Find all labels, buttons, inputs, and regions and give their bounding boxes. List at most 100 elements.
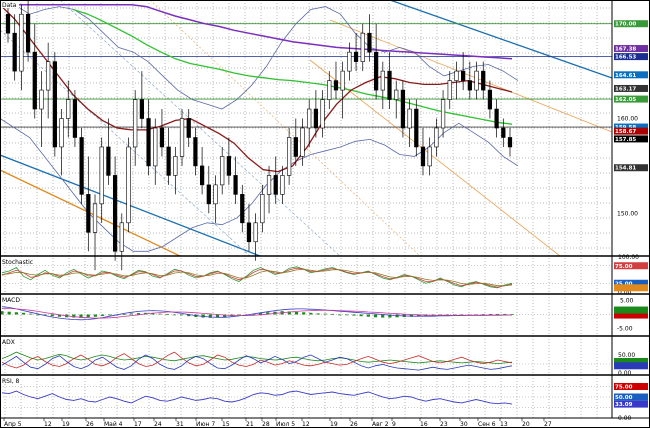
histogram-bar xyxy=(122,313,126,315)
histogram-bar xyxy=(158,313,162,315)
series-line xyxy=(1,268,513,287)
trend-line xyxy=(329,19,613,133)
histogram-bar xyxy=(0,311,4,315)
candle-body xyxy=(300,127,305,157)
histogram-bar xyxy=(208,314,212,318)
gridlines xyxy=(0,0,612,418)
histogram-bar xyxy=(488,313,493,315)
candle-body xyxy=(99,146,104,205)
series-line xyxy=(1,267,513,288)
candle-body xyxy=(434,127,439,148)
candle-body xyxy=(233,175,238,195)
value-label-box xyxy=(614,306,648,314)
candle-body xyxy=(420,146,426,167)
value-label-box xyxy=(614,357,648,365)
value-label-box xyxy=(614,362,648,370)
price-label-box xyxy=(614,71,648,79)
price-label: 162.05 xyxy=(615,97,636,103)
candle-body xyxy=(92,203,98,233)
candle-body xyxy=(112,175,118,252)
price-label: 157.85 xyxy=(615,137,636,143)
histogram-bar xyxy=(302,312,306,315)
candle-body xyxy=(166,146,171,176)
trend-line xyxy=(59,0,341,257)
histogram-bar xyxy=(330,313,335,315)
panel-title-bg xyxy=(1,377,31,384)
x-tick-label: 19 xyxy=(62,421,70,428)
histogram-bar xyxy=(409,314,414,317)
histogram-bar xyxy=(108,314,112,316)
histogram-bar xyxy=(258,313,263,315)
value-label-box xyxy=(614,311,648,319)
candle-body xyxy=(199,165,205,186)
candle-body xyxy=(387,70,392,100)
data-panel: Data 150.00 160.00 170.00 167.38 166.53 164.61… xyxy=(0,0,648,271)
x-tick-label: Авг 2 xyxy=(372,421,389,428)
candle-body xyxy=(347,51,352,72)
candle-body xyxy=(153,127,158,167)
candle-body xyxy=(66,99,71,119)
candle-body xyxy=(139,99,144,119)
candle-body xyxy=(5,13,11,34)
candle-body xyxy=(32,51,37,110)
histogram-bar xyxy=(359,314,363,317)
price-label-box xyxy=(614,84,648,92)
level-label-box xyxy=(614,262,648,270)
x-tick-label: 26 xyxy=(350,421,358,428)
candle-body xyxy=(266,175,272,195)
candle-body xyxy=(307,108,312,129)
histogram-bar xyxy=(50,314,54,317)
macd-line xyxy=(1,306,512,321)
price-label: 170.00 xyxy=(615,22,636,28)
candle-body xyxy=(133,99,138,148)
histogram-bar xyxy=(510,314,514,316)
histogram-bar xyxy=(86,314,90,318)
candle-body xyxy=(394,89,399,100)
level-label: 33.09 xyxy=(615,402,633,408)
candle-body xyxy=(280,175,285,195)
candle-body xyxy=(407,108,412,129)
x-tick-label: Июн 7 xyxy=(196,421,215,428)
candle-body xyxy=(179,118,185,157)
histogram-bar xyxy=(294,311,299,315)
candle-body xyxy=(454,70,459,81)
x-tick-label: 13 xyxy=(500,421,508,428)
histogram-bar xyxy=(309,312,313,315)
x-tick-label: 16 xyxy=(420,421,428,428)
level-label: 75.00 xyxy=(615,264,633,270)
histogram-bar xyxy=(151,313,155,315)
candle-body xyxy=(86,194,91,233)
histogram-bar xyxy=(187,314,191,317)
level-label: 100.00 xyxy=(618,254,639,261)
candle-body xyxy=(226,156,231,176)
price-label: 164.61 xyxy=(615,73,636,79)
candle-body xyxy=(374,51,379,91)
value-label-box xyxy=(614,284,648,292)
panel-title-bg xyxy=(1,1,19,8)
panel-title: MACD xyxy=(2,297,20,304)
price-label-box xyxy=(614,127,648,135)
signal-line xyxy=(2,308,512,319)
histogram-bar xyxy=(381,314,385,318)
histogram-bar xyxy=(481,314,485,316)
panel-title: RSI, 8 xyxy=(2,378,20,385)
histogram-bar xyxy=(179,314,184,316)
level-label: 25.00 xyxy=(615,281,633,287)
candle-body xyxy=(12,32,17,72)
price-label-box xyxy=(614,45,648,53)
level-label-box xyxy=(614,279,648,287)
level-label: -5.00 xyxy=(617,325,633,332)
histogram-bar xyxy=(388,314,392,318)
x-tick-label: 12 xyxy=(44,421,52,428)
histogram-bar xyxy=(373,314,378,318)
level-label: 0.00 xyxy=(618,370,632,377)
candle-body xyxy=(240,194,245,224)
candle-body xyxy=(507,137,513,148)
x-tick-label: 15 xyxy=(222,421,230,428)
x-tick-label: 20 xyxy=(522,421,530,428)
candle-body xyxy=(72,99,78,138)
price-label: 166.53 xyxy=(615,55,636,61)
candle-body xyxy=(146,118,151,167)
x-tick-label: 19 xyxy=(330,421,338,428)
